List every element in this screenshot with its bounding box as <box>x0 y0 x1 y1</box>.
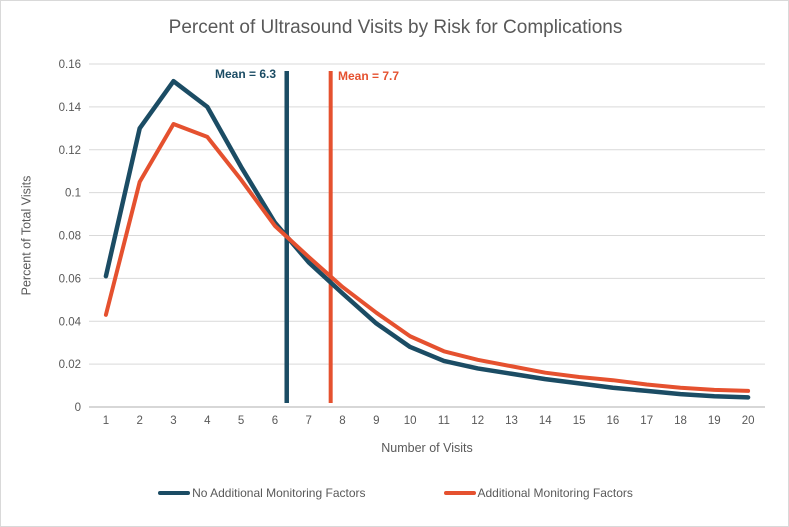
x-tick-label: 13 <box>505 415 518 427</box>
x-tick-label: 2 <box>136 415 142 427</box>
legend-label: Additional Monitoring Factors <box>477 486 633 500</box>
x-tick-label: 17 <box>640 415 653 427</box>
x-tick-label: 5 <box>238 415 244 427</box>
series-line-blue <box>103 78 751 400</box>
x-tick-label: 15 <box>573 415 586 427</box>
y-tick-label: 0.14 <box>59 102 82 114</box>
legend-item-additional: Additional Monitoring Factors <box>443 486 633 500</box>
x-tick-label: 4 <box>204 415 211 427</box>
y-tick-label: 0.08 <box>59 231 81 243</box>
y-tick-label: 0.06 <box>59 273 81 285</box>
x-tick-label: 10 <box>404 415 417 427</box>
x-tick-label: 9 <box>373 415 379 427</box>
y-tick-label: 0.04 <box>59 316 82 328</box>
x-tick-label: 16 <box>607 415 620 427</box>
x-tick-label: 1 <box>103 415 109 427</box>
x-axis-title: Number of Visits <box>381 441 473 455</box>
red-mean-annotation: Mean = 7.7 <box>338 69 400 83</box>
x-tick-label: 19 <box>708 415 721 427</box>
y-tick-label: 0.16 <box>59 59 81 71</box>
blue-line-swatch <box>158 491 191 495</box>
blue-mean-annotation: Mean = 6.3 <box>214 67 276 81</box>
legend-label: No Additional Monitoring Factors <box>192 486 366 500</box>
x-tick-label: 12 <box>471 415 484 427</box>
y-tick-label: 0.1 <box>65 188 81 200</box>
x-tick-label: 18 <box>674 415 687 427</box>
x-tick-label: 20 <box>742 415 755 427</box>
y-tick-label: 0.02 <box>59 359 81 371</box>
chart-title: Percent of Ultrasound Visits by Risk for… <box>168 17 623 38</box>
x-tick-label: 11 <box>438 415 450 427</box>
series-line-red <box>103 122 751 393</box>
x-tick-label: 6 <box>272 415 278 427</box>
x-tick-label: 3 <box>170 415 176 427</box>
y-tick-label: 0.12 <box>59 145 81 157</box>
red-line-swatch <box>443 491 476 495</box>
y-tick-label: 0 <box>75 402 81 414</box>
x-tick-label: 7 <box>305 415 311 427</box>
legend-item-no-additional: No Additional Monitoring Factors <box>158 486 366 500</box>
x-tick-label: 14 <box>539 415 552 427</box>
legend: No Additional Monitoring Factors Additio… <box>1 486 788 500</box>
x-tick-label: 8 <box>339 415 345 427</box>
